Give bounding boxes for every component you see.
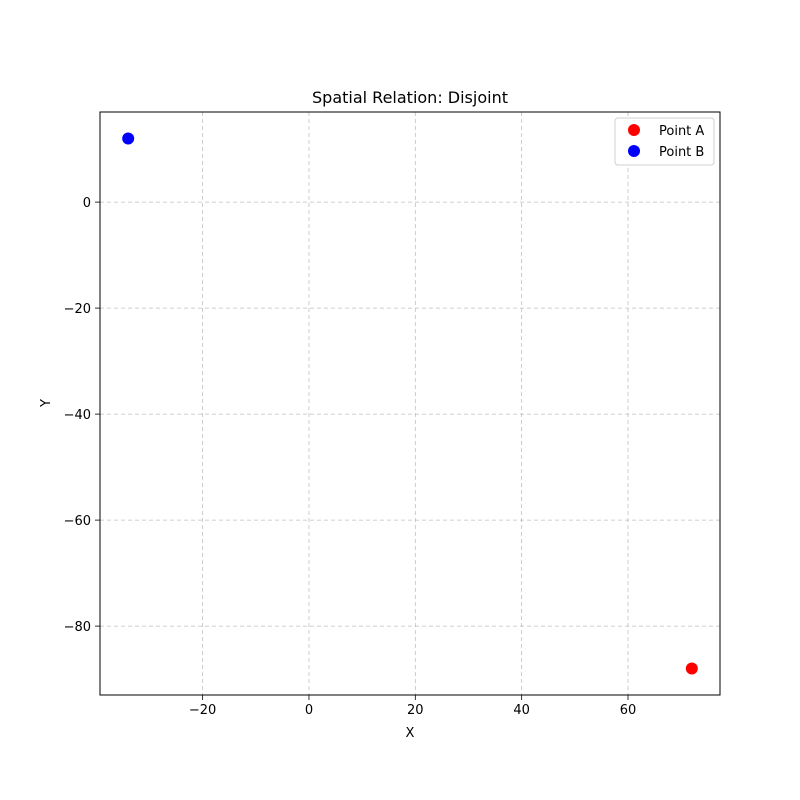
y-tick-label: −20 <box>64 302 91 317</box>
data-point-point-b <box>122 132 135 145</box>
legend-label: Point B <box>659 145 704 160</box>
legend: Point A Point B <box>614 117 715 166</box>
legend-marker <box>628 124 640 136</box>
y-tick-label: −60 <box>64 514 91 529</box>
x-tick-label: 60 <box>620 703 637 718</box>
y-tick-label: −80 <box>64 620 91 635</box>
y-axis-label: Y <box>39 399 54 408</box>
axis-ticks: −20 0 20 40 60 0 −20 −40 −60 −80 <box>64 196 637 718</box>
y-tick-label: 0 <box>83 196 91 211</box>
grid <box>100 112 720 695</box>
chart-title: Spatial Relation: Disjoint <box>312 88 508 107</box>
legend-label: Point A <box>659 124 704 139</box>
legend-marker <box>628 145 640 157</box>
x-tick-label: 0 <box>305 703 313 718</box>
y-tick-label: −40 <box>64 408 91 423</box>
data-points <box>122 132 698 675</box>
x-tick-label: 40 <box>513 703 530 718</box>
x-axis-label: X <box>406 726 415 741</box>
data-point-point-a <box>685 662 698 675</box>
plot-area <box>99 111 721 696</box>
x-tick-label: 20 <box>407 703 424 718</box>
x-tick-label: −20 <box>189 703 216 718</box>
